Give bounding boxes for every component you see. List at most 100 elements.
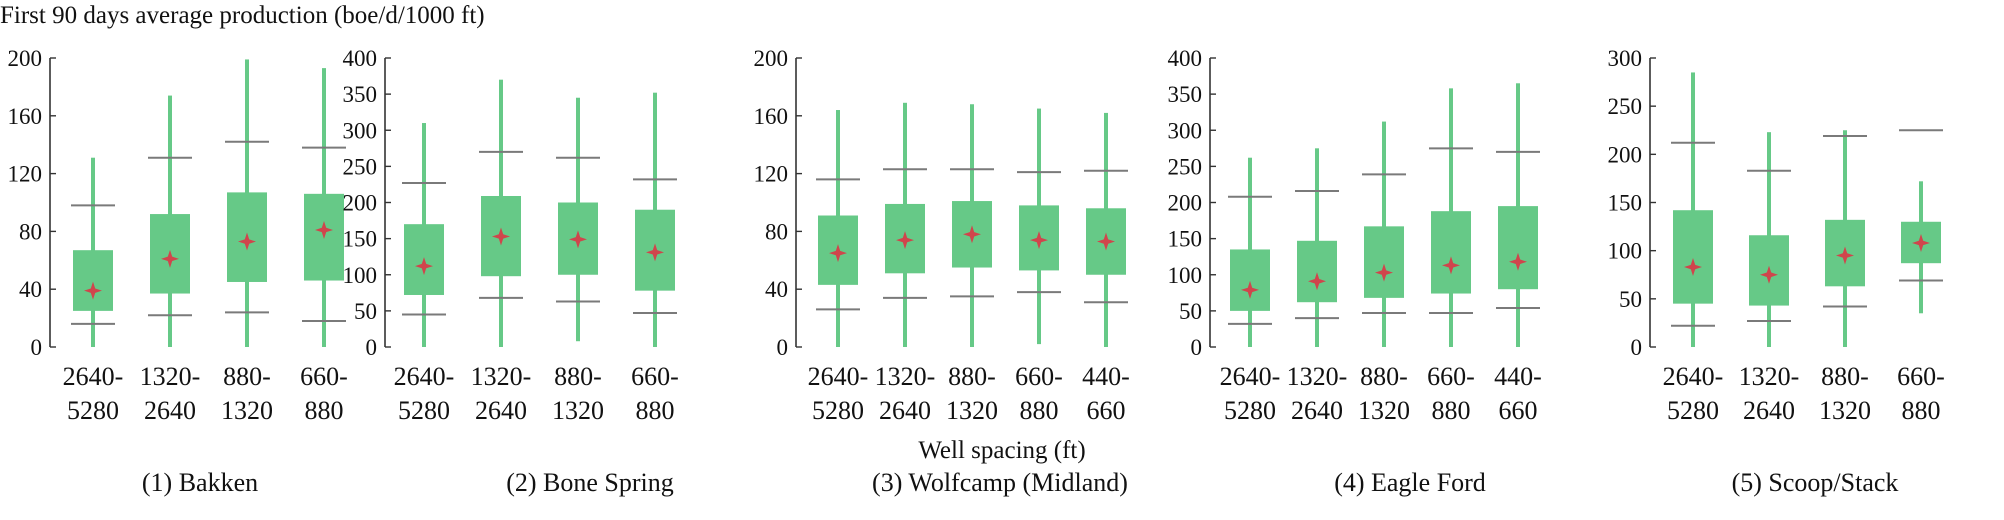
x-category-label: 880 <box>1020 396 1059 425</box>
box-1 <box>402 123 446 348</box>
x-category-label: 440- <box>1082 362 1130 391</box>
y-tick-label: 250 <box>343 154 378 179</box>
box-4 <box>1899 129 1943 314</box>
x-category-label: 1320- <box>875 362 936 391</box>
y-tick-label: 200 <box>1168 191 1203 216</box>
box-3 <box>556 97 600 342</box>
iqr-box <box>1673 210 1713 304</box>
y-tick-label: 120 <box>754 162 789 187</box>
x-category-label: 2640 <box>475 396 527 425</box>
y-tick-label: 350 <box>343 82 378 107</box>
mean-marker <box>896 231 914 250</box>
box-4 <box>1017 108 1061 345</box>
y-tick-label: 350 <box>1168 82 1203 107</box>
x-category-label: 2640- <box>394 362 455 391</box>
mean-marker <box>1241 280 1259 299</box>
x-category-label: 660- <box>1897 362 1945 391</box>
x-category-label: 1320- <box>140 362 201 391</box>
x-category-label: 880 <box>1432 396 1471 425</box>
x-category-label: 880 <box>636 396 675 425</box>
x-category-label: 660 <box>1499 396 1538 425</box>
iqr-box <box>1364 226 1404 298</box>
y-tick-label: 50 <box>1619 287 1642 312</box>
mean-marker <box>1684 258 1702 277</box>
x-category-label: 2640 <box>879 396 931 425</box>
y-tick-label: 150 <box>343 227 378 252</box>
y-tick-label: 100 <box>343 263 378 288</box>
mean-marker <box>492 227 510 246</box>
panel-title: (4) Eagle Ford <box>1334 468 1486 497</box>
iqr-box <box>1230 249 1270 311</box>
box-3 <box>950 104 994 348</box>
y-tick-label: 40 <box>765 277 788 302</box>
box-1 <box>71 157 115 347</box>
mean-marker <box>1308 272 1326 291</box>
mean-marker <box>963 225 981 244</box>
x-category-label: 2640- <box>63 362 124 391</box>
box-1 <box>816 110 860 348</box>
panel-3: 0 40 80 120 160 200 2640- 5280 1320- 2640 880- 1320… <box>754 46 1130 497</box>
x-category-label: 660- <box>300 362 348 391</box>
panel-4: 0 50 100 150 200 250 300 350 400 2640- 5280 1320- 26… <box>1168 46 1542 497</box>
y-tick-label: 400 <box>1168 46 1203 71</box>
y-tick-label: 150 <box>1168 227 1203 252</box>
y-tick-label: 160 <box>754 104 789 129</box>
x-category-label: 660- <box>631 362 679 391</box>
panel-title: (3) Wolfcamp (Midland) <box>872 468 1128 497</box>
y-tick-label: 200 <box>8 46 43 71</box>
panel-title: (1) Bakken <box>142 468 258 497</box>
x-category-label: 5280 <box>1667 396 1719 425</box>
box-2 <box>1295 148 1339 347</box>
panel-1: 0 40 80 120 160 200 2640- 5280 1320- 2640 880- 1320… <box>8 46 348 497</box>
y-tick-label: 40 <box>19 277 42 302</box>
mean-marker <box>646 243 664 262</box>
y-tick-label: 400 <box>343 46 378 71</box>
x-category-label: 880- <box>1821 362 1869 391</box>
box-2 <box>479 79 523 348</box>
x-category-label: 2640 <box>144 396 196 425</box>
x-category-label: 1320 <box>221 396 273 425</box>
y-tick-label: 300 <box>1168 118 1203 143</box>
whisker <box>1691 72 1695 347</box>
box-5 <box>1084 112 1128 347</box>
x-category-label: 1320 <box>1819 396 1871 425</box>
x-category-label: 1320 <box>1358 396 1410 425</box>
iqr-box <box>73 250 113 311</box>
y-tick-label: 160 <box>8 104 43 129</box>
mean-marker <box>1836 246 1854 265</box>
x-category-label: 880- <box>223 362 271 391</box>
mean-marker <box>569 230 587 249</box>
y-tick-label: 0 <box>1191 335 1203 360</box>
y-tick-label: 300 <box>1608 46 1643 71</box>
box-1 <box>1671 72 1715 347</box>
mean-marker <box>1375 263 1393 282</box>
y-tick-label: 50 <box>354 299 377 324</box>
x-category-label: 2640- <box>1220 362 1281 391</box>
x-category-label: 5280 <box>1224 396 1276 425</box>
x-category-label: 1320 <box>552 396 604 425</box>
x-category-label: 660- <box>1427 362 1475 391</box>
box-1 <box>1228 157 1272 347</box>
y-tick-label: 250 <box>1168 154 1203 179</box>
x-category-label: 660 <box>1087 396 1126 425</box>
y-tick-label: 0 <box>777 335 789 360</box>
iqr-box <box>1498 206 1538 290</box>
y-axis-label: First 90 days average production (boe/d/… <box>0 2 485 29</box>
mean-marker <box>1912 233 1930 252</box>
mean-marker <box>1760 265 1778 284</box>
box-3 <box>225 59 269 347</box>
mean-marker <box>829 244 847 263</box>
y-tick-label: 0 <box>31 335 43 360</box>
x-category-label: 880 <box>305 396 344 425</box>
x-category-label: 440- <box>1494 362 1542 391</box>
x-category-label: 5280 <box>812 396 864 425</box>
y-tick-label: 0 <box>1631 335 1643 360</box>
x-category-label: 880- <box>948 362 996 391</box>
x-category-label: 2640 <box>1291 396 1343 425</box>
box-3 <box>1362 121 1406 347</box>
y-tick-label: 120 <box>8 162 43 187</box>
box-5 <box>1496 83 1540 347</box>
mean-marker <box>1030 231 1048 250</box>
box-4 <box>633 92 677 348</box>
